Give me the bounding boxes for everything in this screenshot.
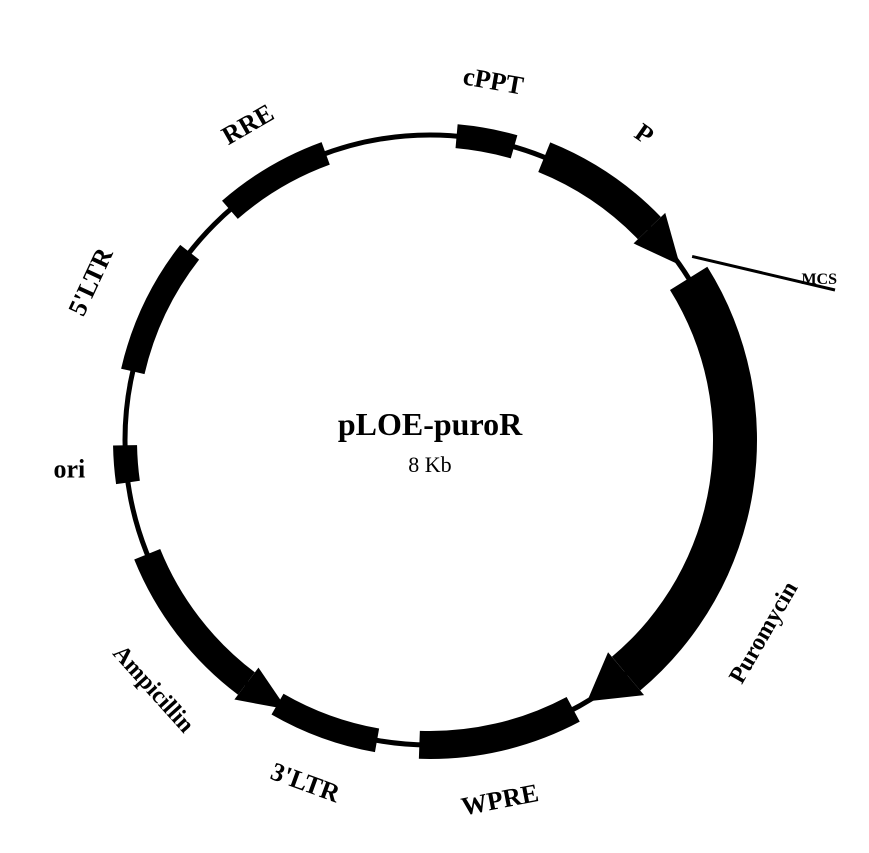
- feature-body: [121, 245, 199, 374]
- feature-p: P: [538, 118, 680, 265]
- feature-body: [538, 142, 661, 239]
- plasmid-name: pLOE-puroR: [338, 406, 523, 442]
- feature-label: P: [629, 118, 659, 151]
- feature-label: Puromycin: [724, 577, 803, 688]
- feature-body: [222, 142, 330, 219]
- feature-5-ltr: 5'LTR: [62, 243, 199, 374]
- feature-body: [272, 694, 380, 752]
- feature-body: [419, 697, 580, 759]
- feature-rre: RRE: [217, 98, 330, 219]
- feature-wpre: WPRE: [419, 697, 580, 821]
- feature-label: Ampicillin: [107, 640, 199, 738]
- feature-label: 5'LTR: [62, 243, 119, 320]
- feature-label: WPRE: [459, 778, 541, 821]
- feature-cppt: cPPT: [456, 61, 526, 158]
- feature-ori: ori: [53, 445, 139, 484]
- mcs-label: MCS: [801, 271, 837, 288]
- feature-label: ori: [53, 455, 85, 484]
- feature-ampicillin: Ampicillin: [107, 549, 286, 738]
- feature-label: cPPT: [461, 61, 526, 100]
- feature-body: [612, 267, 757, 691]
- plasmid-map: pLOE-puroR 8 Kb 5'LTR RRE cPPT P Puromycin WPRE…: [0, 0, 869, 853]
- plasmid-size: 8 Kb: [408, 452, 451, 477]
- feature-3-ltr: 3'LTR: [267, 694, 379, 809]
- feature-label: 3'LTR: [267, 757, 344, 809]
- feature-label: RRE: [217, 98, 279, 151]
- feature-body: [113, 445, 140, 484]
- feature-body: [456, 124, 518, 158]
- feature-puromycin: Puromycin: [587, 267, 803, 702]
